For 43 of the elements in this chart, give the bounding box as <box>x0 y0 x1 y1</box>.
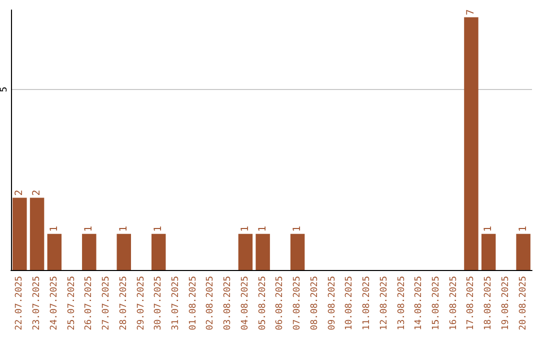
data-label: 2 <box>32 190 43 196</box>
data-label: 1 <box>240 226 251 232</box>
x-tick-label: 02.08.2025 <box>206 276 216 330</box>
x-tick-label: 22.07.2025 <box>14 276 25 330</box>
x-tick-label: 15.08.2025 <box>431 276 442 330</box>
x-tick-label: 27.07.2025 <box>102 276 112 330</box>
x-tick-label: 13.08.2025 <box>396 276 407 330</box>
data-label: 1 <box>518 226 529 232</box>
x-tick-label: 10.08.2025 <box>344 276 355 330</box>
data-label: 1 <box>483 226 494 232</box>
x-tick-label: 01.08.2025 <box>188 276 198 330</box>
data-label: 1 <box>84 226 95 232</box>
x-tick-label: 09.08.2025 <box>327 276 338 330</box>
x-tick-label: 24.07.2025 <box>49 276 60 330</box>
x-tick-label: 31.07.2025 <box>170 276 181 330</box>
x-tick-label: 23.07.2025 <box>32 276 42 330</box>
x-tick-label: 06.08.2025 <box>275 276 286 330</box>
data-label: 1 <box>292 226 304 232</box>
data-label: 1 <box>48 226 60 232</box>
x-tick-label: 29.07.2025 <box>136 276 146 330</box>
x-tick-label: 12.08.2025 <box>379 276 390 330</box>
y-tick-label: 5 <box>0 86 10 92</box>
x-tick-label: 17.08.2025 <box>466 276 476 330</box>
x-tick-label: 08.08.2025 <box>310 276 320 330</box>
x-tick-label: 04.08.2025 <box>240 276 250 330</box>
x-tick-label: 05.08.2025 <box>258 276 268 330</box>
x-tick-label: 18.08.2025 <box>484 276 494 330</box>
data-label: 1 <box>118 226 130 232</box>
x-tick-label: 19.08.2025 <box>500 276 511 330</box>
x-tick-label: 28.07.2025 <box>118 276 129 330</box>
x-tick-label: 07.08.2025 <box>292 276 303 330</box>
data-label: 2 <box>14 190 26 196</box>
x-tick-label: 26.07.2025 <box>84 276 94 330</box>
x-tick-label: 25.07.2025 <box>66 276 77 330</box>
x-tick-label: 14.08.2025 <box>414 276 424 330</box>
x-tick-label: 20.08.2025 <box>518 276 528 330</box>
data-label: 1 <box>153 226 164 232</box>
data-label: 1 <box>257 226 268 232</box>
x-tick-label: 03.08.2025 <box>223 276 234 330</box>
data-label: 7 <box>466 9 477 16</box>
x-tick-label: 30.07.2025 <box>154 276 164 330</box>
x-tick-label: 11.08.2025 <box>362 276 372 330</box>
x-tick-label: 16.08.2025 <box>448 276 459 330</box>
